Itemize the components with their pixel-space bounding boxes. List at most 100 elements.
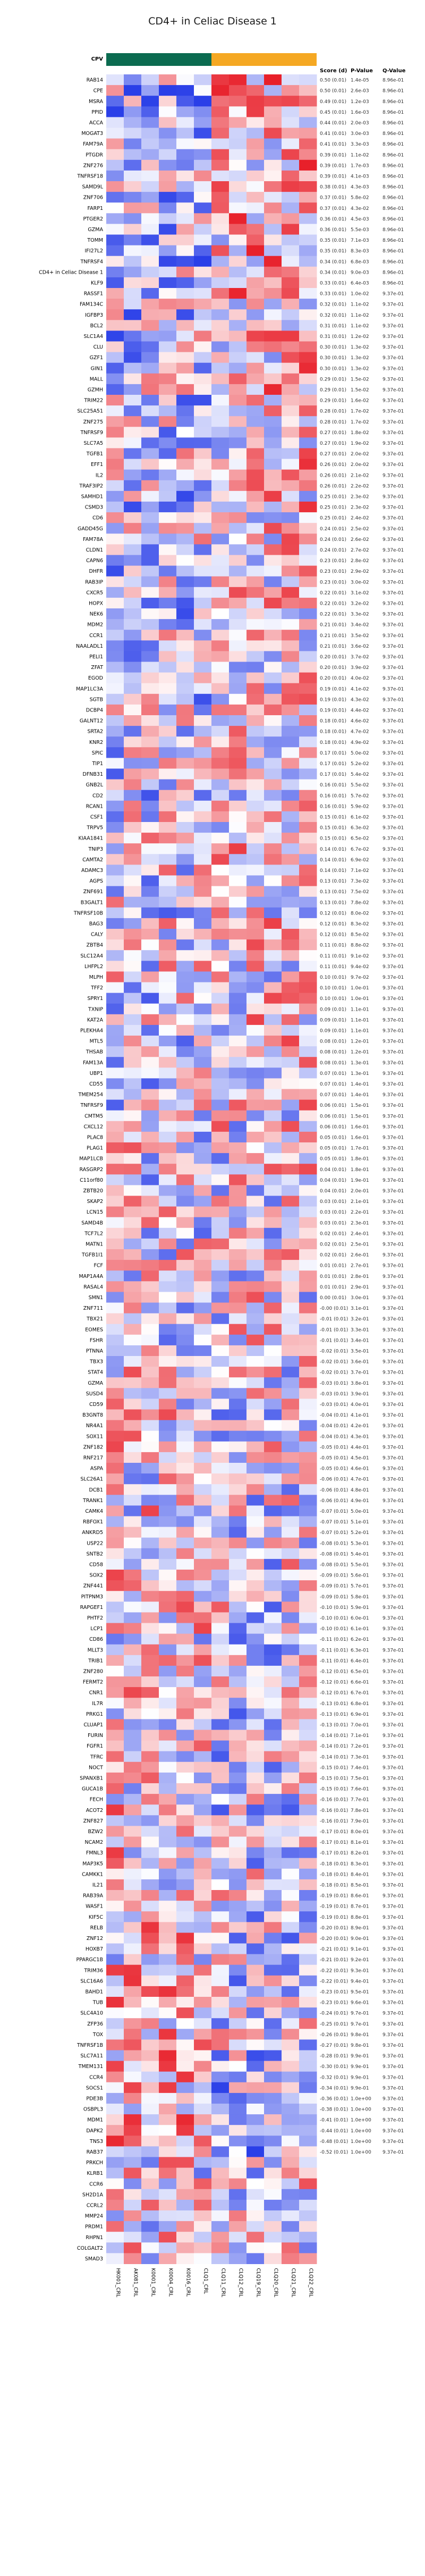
heatmap-cell: [106, 192, 124, 203]
heatmap-cell: [299, 1537, 317, 1549]
heatmap-cell: [282, 1772, 300, 1784]
stat-value: 9.37e-01: [382, 505, 404, 511]
stat-value: 9.37e-01: [382, 644, 404, 649]
heatmap-cell: [106, 800, 124, 812]
heatmap-cell: [159, 523, 177, 534]
heatmap-cell: [141, 1527, 159, 1538]
stat-value: 0.06 (0.01): [320, 1114, 346, 1119]
heatmap-cell: [246, 875, 265, 887]
heatmap-cell: [176, 202, 194, 214]
heatmap-cell: [194, 2029, 212, 2040]
heatmap-cell: [229, 1794, 247, 1805]
stat-value: 2.4e-02: [351, 516, 369, 521]
heatmap-cell: [211, 1313, 230, 1325]
sample-label: HK001_CRL: [115, 2268, 121, 2298]
stat-value: 0.04 (0.01): [320, 1189, 346, 1194]
heatmap-cell: [124, 1580, 142, 1591]
heatmap-cell: [211, 1740, 230, 1752]
heatmap-cell: [106, 587, 124, 598]
stat-value: 9.37e-01: [382, 452, 404, 457]
heatmap-cell: [229, 106, 247, 117]
heatmap-cell: [229, 245, 247, 257]
stat-value: 6.1e-02: [351, 815, 369, 820]
heatmap-cell: [106, 1558, 124, 1570]
heatmap-cell: [246, 982, 265, 994]
heatmap-cell: [282, 811, 300, 823]
heatmap-cell: [141, 480, 159, 492]
heatmap-cell: [124, 1964, 142, 1976]
heatmap-cell: [176, 758, 194, 769]
sample-label: CLQ20_CRL: [273, 2268, 279, 2298]
heatmap-cell: [299, 1943, 317, 1955]
heatmap-cell: [264, 1399, 282, 1410]
heatmap-cell: [229, 448, 247, 460]
heatmap-cell: [246, 2221, 265, 2232]
heatmap-cell: [211, 608, 230, 620]
heatmap-cell: [246, 1804, 265, 1816]
heatmap-cell: [246, 533, 265, 545]
heatmap-cell: [211, 2018, 230, 2029]
heatmap-cell: [159, 2136, 177, 2147]
heatmap-cell: [176, 1399, 194, 1410]
heatmap-cell: [282, 1441, 300, 1453]
heatmap-cell: [211, 2199, 230, 2211]
heatmap-cell: [299, 1911, 317, 1922]
stat-value: 9.37e-01: [382, 302, 404, 308]
heatmap-cell: [282, 565, 300, 577]
heatmap-cell: [124, 362, 142, 374]
heatmap-cell: [141, 1292, 159, 1303]
heatmap-cell: [141, 1698, 159, 1709]
heatmap-cell: [264, 1110, 282, 1122]
heatmap-cell: [211, 2061, 230, 2072]
stat-value: 0.15 (0.01): [320, 826, 346, 831]
heatmap-cell: [264, 1409, 282, 1421]
heatmap-cell: [282, 1078, 300, 1089]
heatmap-cell: [194, 1933, 212, 1944]
heatmap-cell: [299, 1302, 317, 1314]
heatmap-cell: [106, 1334, 124, 1346]
heatmap-cell: [159, 1708, 177, 1719]
heatmap-cell: [124, 672, 142, 684]
heatmap-cell: [246, 2232, 265, 2243]
heatmap-cell: [229, 608, 247, 620]
heatmap-cell: [282, 469, 300, 481]
heatmap-cell: [229, 2136, 247, 2147]
heatmap-cell: [211, 299, 230, 310]
heatmap-cell: [124, 747, 142, 758]
heatmap-cell: [264, 961, 282, 972]
heatmap-cell: [282, 2018, 300, 2029]
heatmap-cell: [141, 619, 159, 630]
heatmap-cell: [229, 1964, 247, 1976]
heatmap-cell: [176, 1783, 194, 1794]
heatmap-cell: [299, 929, 317, 940]
heatmap-cell: [299, 234, 317, 246]
heatmap-cell: [229, 929, 247, 940]
heatmap-cell: [211, 1067, 230, 1079]
heatmap-cell: [141, 918, 159, 929]
heatmap-cell: [124, 395, 142, 406]
heatmap-cell: [211, 2092, 230, 2104]
heatmap-cell: [159, 875, 177, 887]
heatmap-cell: [194, 2157, 212, 2168]
heatmap-cell: [106, 779, 124, 791]
gene-label: MDM2: [87, 622, 103, 628]
heatmap-cell: [106, 106, 124, 117]
heatmap-cell: [141, 1847, 159, 1859]
heatmap-cell: [176, 1196, 194, 1207]
stat-value: 6.2e-01: [351, 1637, 369, 1642]
heatmap-cell: [264, 2242, 282, 2253]
heatmap-cell: [124, 1473, 142, 1485]
heatmap-cell: [299, 138, 317, 150]
heatmap-cell: [264, 1131, 282, 1143]
heatmap-cell: [229, 1142, 247, 1154]
heatmap-cell: [299, 320, 317, 331]
heatmap-cell: [282, 234, 300, 246]
heatmap-cell: [299, 1196, 317, 1207]
stat-value: 3.0e-02: [351, 580, 369, 585]
heatmap-cell: [124, 758, 142, 769]
heatmap-cell: [229, 74, 247, 86]
heatmap-cell: [246, 1687, 265, 1698]
heatmap-cell: [246, 256, 265, 267]
heatmap-cell: [211, 1292, 230, 1303]
stat-value: 4.1e-01: [351, 1413, 369, 1418]
